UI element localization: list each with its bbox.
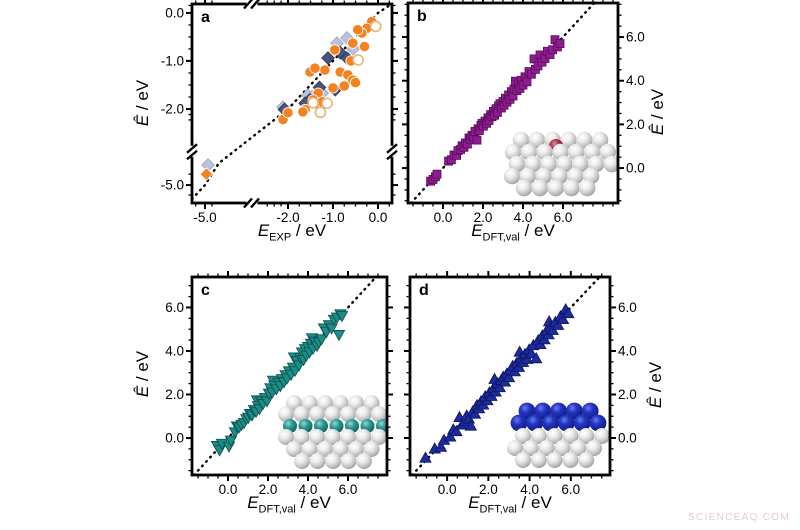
svg-text:4.0: 4.0 [165, 343, 184, 358]
xaxis-subscript: DFT,val [482, 231, 520, 244]
svg-text:6.0: 6.0 [554, 210, 573, 225]
svg-text:4.0: 4.0 [618, 343, 637, 358]
svg-text:4.0: 4.0 [626, 73, 645, 88]
panel-a-letter: a [201, 9, 210, 26]
svg-text:6.0: 6.0 [626, 30, 645, 45]
xaxis-symbol: E [468, 493, 480, 512]
svg-text:2.0: 2.0 [618, 387, 637, 402]
panel-b-ticks: 0.0 2.0 4.0 6.0 6.0 4.0 2.0 0.0 [402, 0, 645, 225]
yaxis-symbol: Ê [133, 385, 152, 398]
svg-text:0.0: 0.0 [165, 431, 184, 446]
inset-structure-b [503, 131, 618, 197]
yaxis-symbol: Ê [648, 123, 667, 136]
svg-text:4.0: 4.0 [299, 482, 318, 497]
svg-text:4.0: 4.0 [514, 210, 533, 225]
svg-text:-2.0: -2.0 [276, 210, 299, 225]
panel-a-ticks: -5.0 -2.0 -1.0 0.0 0.0 -1.0 -2.0 -5.0 [161, 0, 398, 225]
xaxis-unit: / eV [519, 221, 555, 240]
panel-d-yaxis-label: Ê / eV [646, 325, 668, 445]
panel-c-plot-area [192, 277, 387, 475]
svg-text:2.0: 2.0 [165, 387, 184, 402]
svg-text:-1.0: -1.0 [161, 53, 184, 68]
series-open-circles [307, 20, 382, 119]
watermark: SCIENCEAQ.COM [688, 512, 790, 523]
panel-b-letter: b [417, 8, 427, 25]
yaxis-symbol: Ê [133, 114, 152, 127]
panel-d-axes-box [408, 275, 612, 477]
yaxis-unit: / eV [648, 88, 667, 124]
xaxis-symbol: E [257, 221, 270, 240]
svg-text:6.0: 6.0 [165, 300, 184, 315]
svg-text:2.0: 2.0 [479, 482, 498, 497]
panel-d-xaxis-label: EDFT,val / eV [430, 493, 590, 515]
panel-d-letter: d [419, 282, 429, 299]
panel-a-yaxis-label: Ê / eV [133, 43, 155, 163]
inset-structure-d [507, 402, 610, 468]
xaxis-unit: / eV [516, 493, 552, 512]
svg-text:6.0: 6.0 [339, 482, 358, 497]
yaxis-unit: / eV [646, 361, 665, 397]
series-orange-diamond [199, 167, 214, 182]
xaxis-symbol: E [247, 493, 259, 512]
panel-c-xaxis-label: EDFT,val / eV [209, 493, 369, 515]
yaxis-symbol: Ê [646, 396, 665, 409]
svg-text:0.0: 0.0 [165, 5, 184, 20]
yaxis-unit: / eV [133, 350, 152, 386]
panel-b-xaxis-label: EDFT,val / eV [433, 221, 593, 243]
panel-a-plot-area [192, 4, 392, 201]
svg-text:0.0: 0.0 [626, 161, 645, 176]
svg-text:0.0: 0.0 [219, 482, 238, 497]
panel-c-ticks: 0.0 2.0 4.0 6.0 6.0 4.0 2.0 0.0 [165, 271, 393, 497]
inset-structure-c [278, 395, 387, 469]
panel-d-plot-area [410, 277, 610, 475]
svg-text:2.0: 2.0 [626, 117, 645, 132]
panel-d-ticks: 0.0 2.0 4.0 6.0 6.0 4.0 2.0 0.0 [404, 271, 637, 497]
svg-text:2.0: 2.0 [259, 482, 278, 497]
panel-c-letter: c [201, 282, 210, 299]
panel-b-yaxis-label: Ê / eV [648, 52, 670, 172]
svg-text:-5.0: -5.0 [161, 178, 184, 193]
panel-a-axes-box [190, 2, 394, 205]
series-teal-triangles-down [210, 309, 349, 457]
xaxis-unit: / eV [291, 221, 327, 240]
panel-c-axes-box [190, 275, 389, 477]
svg-text:-5.0: -5.0 [193, 210, 216, 225]
panel-c-yaxis-label: Ê / eV [133, 314, 155, 434]
svg-text:0.0: 0.0 [434, 210, 453, 225]
svg-text:6.0: 6.0 [561, 482, 580, 497]
svg-text:6.0: 6.0 [618, 300, 637, 315]
svg-text:0.0: 0.0 [438, 482, 457, 497]
svg-text:-2.0: -2.0 [161, 102, 184, 117]
svg-text:-1.0: -1.0 [321, 210, 344, 225]
series-navy-triangles-up [419, 303, 575, 463]
panel-a-xaxis-label: EEXP / eV [212, 221, 372, 243]
panel-b-plot-area [409, 3, 618, 203]
yaxis-unit: / eV [133, 79, 152, 115]
xaxis-unit: / eV [295, 493, 331, 512]
xaxis-subscript: DFT,val [479, 503, 517, 516]
svg-text:0.0: 0.0 [618, 431, 637, 446]
series-purple-squares [426, 35, 565, 186]
xaxis-subscript: EXP [269, 231, 292, 244]
svg-text:2.0: 2.0 [474, 210, 493, 225]
xaxis-subscript: DFT,val [258, 503, 296, 516]
xaxis-symbol: E [471, 221, 483, 240]
svg-text:4.0: 4.0 [520, 482, 539, 497]
svg-text:0.0: 0.0 [369, 210, 388, 225]
